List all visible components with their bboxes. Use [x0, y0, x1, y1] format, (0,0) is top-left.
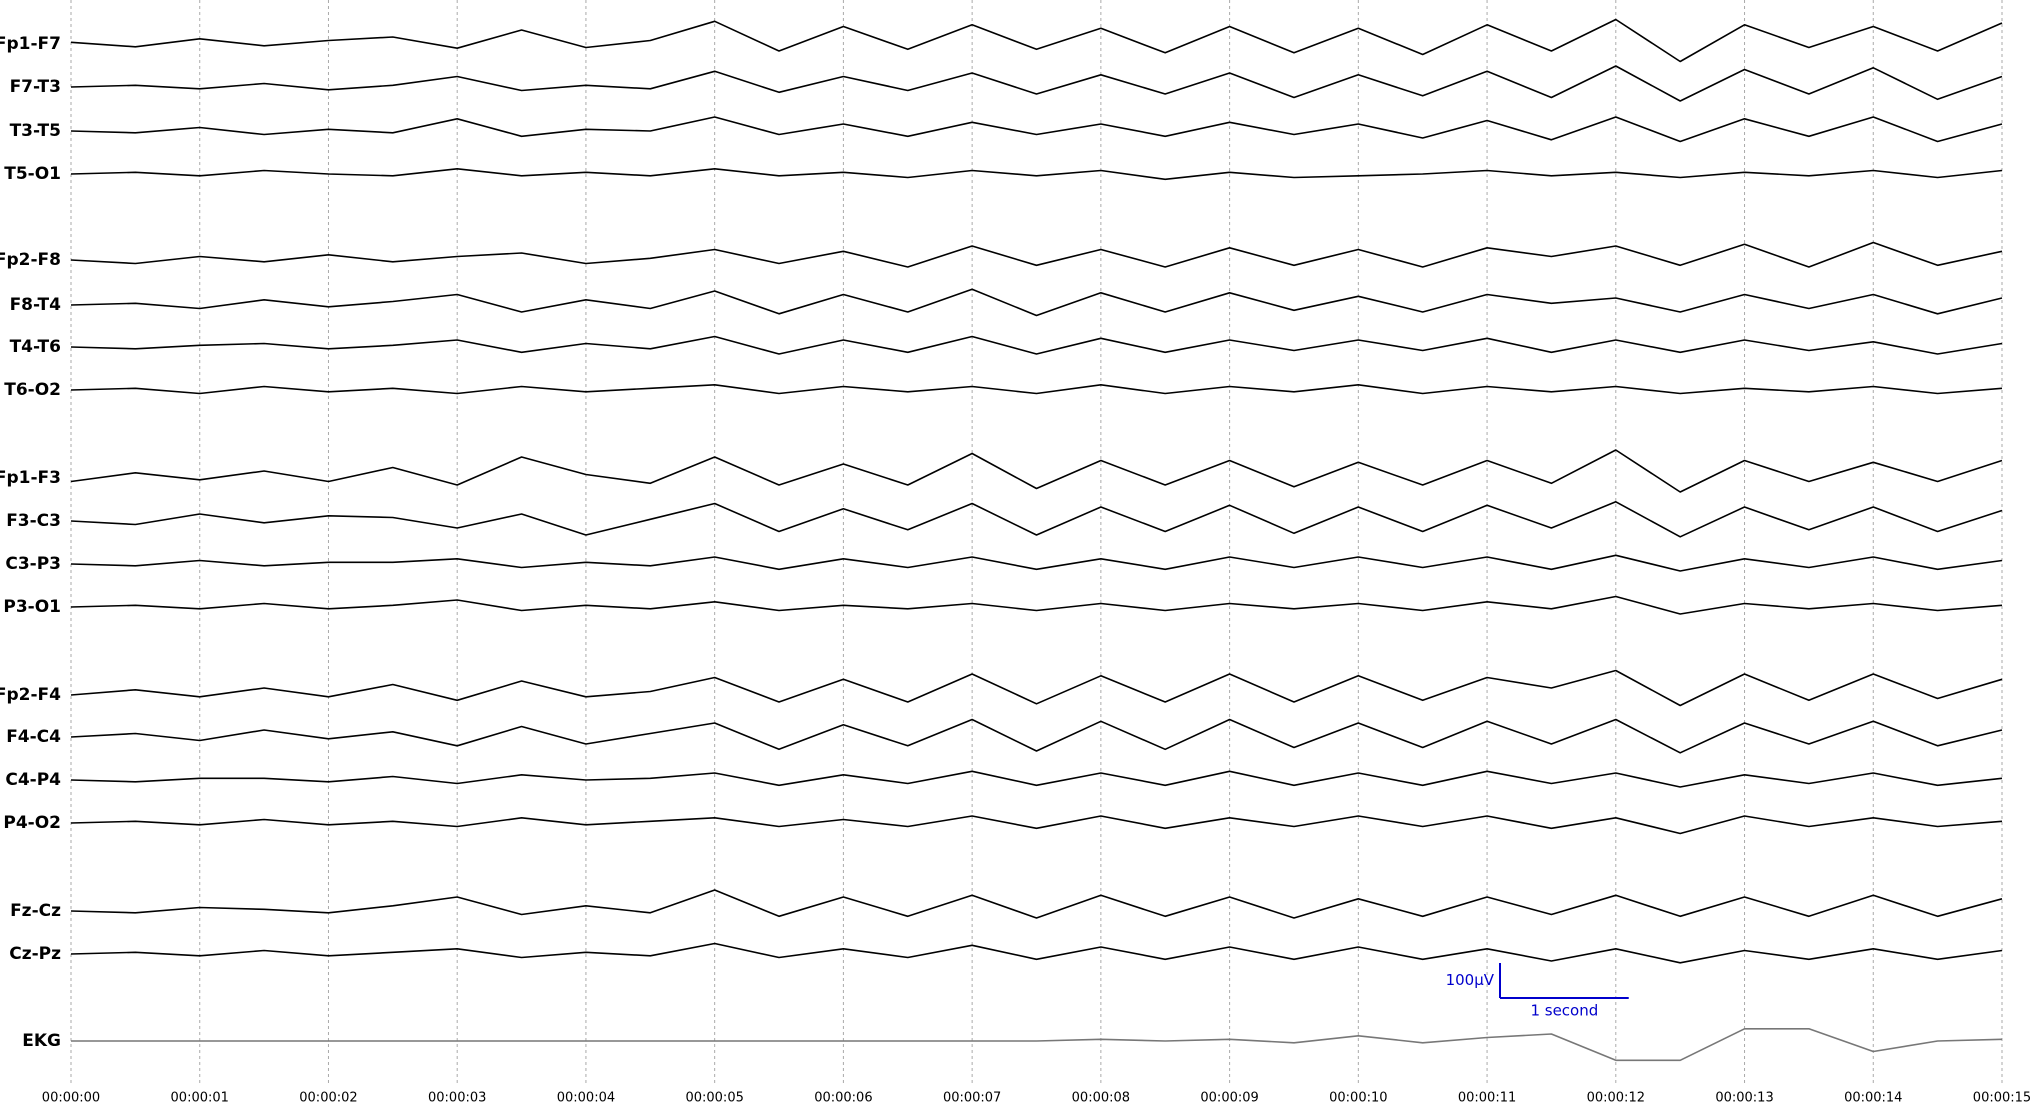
channel-label: F8-T4	[10, 295, 62, 315]
channel-label: F4-C4	[6, 727, 61, 747]
x-tick-label: 00:00:05	[685, 1091, 743, 1106]
channel-label: Fp1-F3	[0, 468, 61, 488]
trace	[70, 554, 2003, 572]
x-tick-label: 00:00:01	[171, 1091, 229, 1106]
x-tick-label: 00:00:00	[42, 1091, 100, 1106]
channel-label: T3-T5	[10, 121, 61, 141]
channel-label: Fp1-F7	[0, 34, 61, 54]
trace	[70, 335, 2003, 355]
channel-label: EKG	[22, 1031, 61, 1051]
x-tick-label: 00:00:09	[1200, 1091, 1258, 1106]
trace	[70, 18, 2003, 63]
x-tick-label: 00:00:04	[557, 1091, 615, 1106]
x-tick-label: 00:00:03	[428, 1091, 486, 1106]
trace	[70, 168, 2003, 181]
trace	[70, 770, 2003, 788]
x-tick-label: 00:00:02	[299, 1091, 357, 1106]
trace	[70, 942, 2003, 964]
trace	[70, 449, 2003, 493]
channel-label: Fp2-F4	[0, 685, 61, 705]
channel-label: F3-C3	[6, 511, 61, 531]
channel-label: T5-O1	[4, 164, 61, 184]
x-tick-label: 00:00:15	[1973, 1091, 2031, 1106]
x-tick-label: 00:00:11	[1458, 1091, 1516, 1106]
trace	[70, 241, 2003, 268]
scale-bar-duration-label: 1 second	[1530, 1002, 1598, 1020]
trace	[70, 595, 2003, 615]
channel-label: T4-T6	[10, 337, 61, 357]
channel-label: T6-O2	[4, 380, 61, 400]
trace	[70, 501, 2003, 538]
trace	[70, 288, 2003, 317]
channel-label: Cz-Pz	[9, 944, 61, 964]
x-tick-label: 00:00:08	[1072, 1091, 1130, 1106]
x-tick-label: 00:00:13	[1715, 1091, 1773, 1106]
channel-label: P4-O2	[3, 813, 61, 833]
trace	[70, 669, 2003, 707]
trace	[70, 65, 2003, 102]
x-tick-label: 00:00:10	[1329, 1091, 1387, 1106]
trace	[70, 889, 2003, 919]
x-tick-label: 00:00:07	[943, 1091, 1001, 1106]
channel-label: P3-O1	[3, 597, 61, 617]
trace	[70, 815, 2003, 835]
trace	[70, 116, 2003, 143]
channel-label: Fz-Cz	[10, 901, 61, 921]
x-tick-label: 00:00:12	[1587, 1091, 1645, 1106]
trace	[70, 718, 2003, 754]
scale-bar-amplitude-label: 100μV	[1446, 971, 1495, 989]
channel-label: F7-T3	[10, 77, 61, 97]
x-tick-label: 00:00:06	[814, 1091, 872, 1106]
trace	[70, 384, 2003, 395]
x-tick-label: 00:00:14	[1844, 1091, 1902, 1106]
trace	[71, 1028, 2003, 1062]
channel-label: C4-P4	[5, 770, 61, 790]
channel-label: C3-P3	[5, 554, 61, 574]
channel-label: Fp2-F8	[0, 250, 61, 270]
